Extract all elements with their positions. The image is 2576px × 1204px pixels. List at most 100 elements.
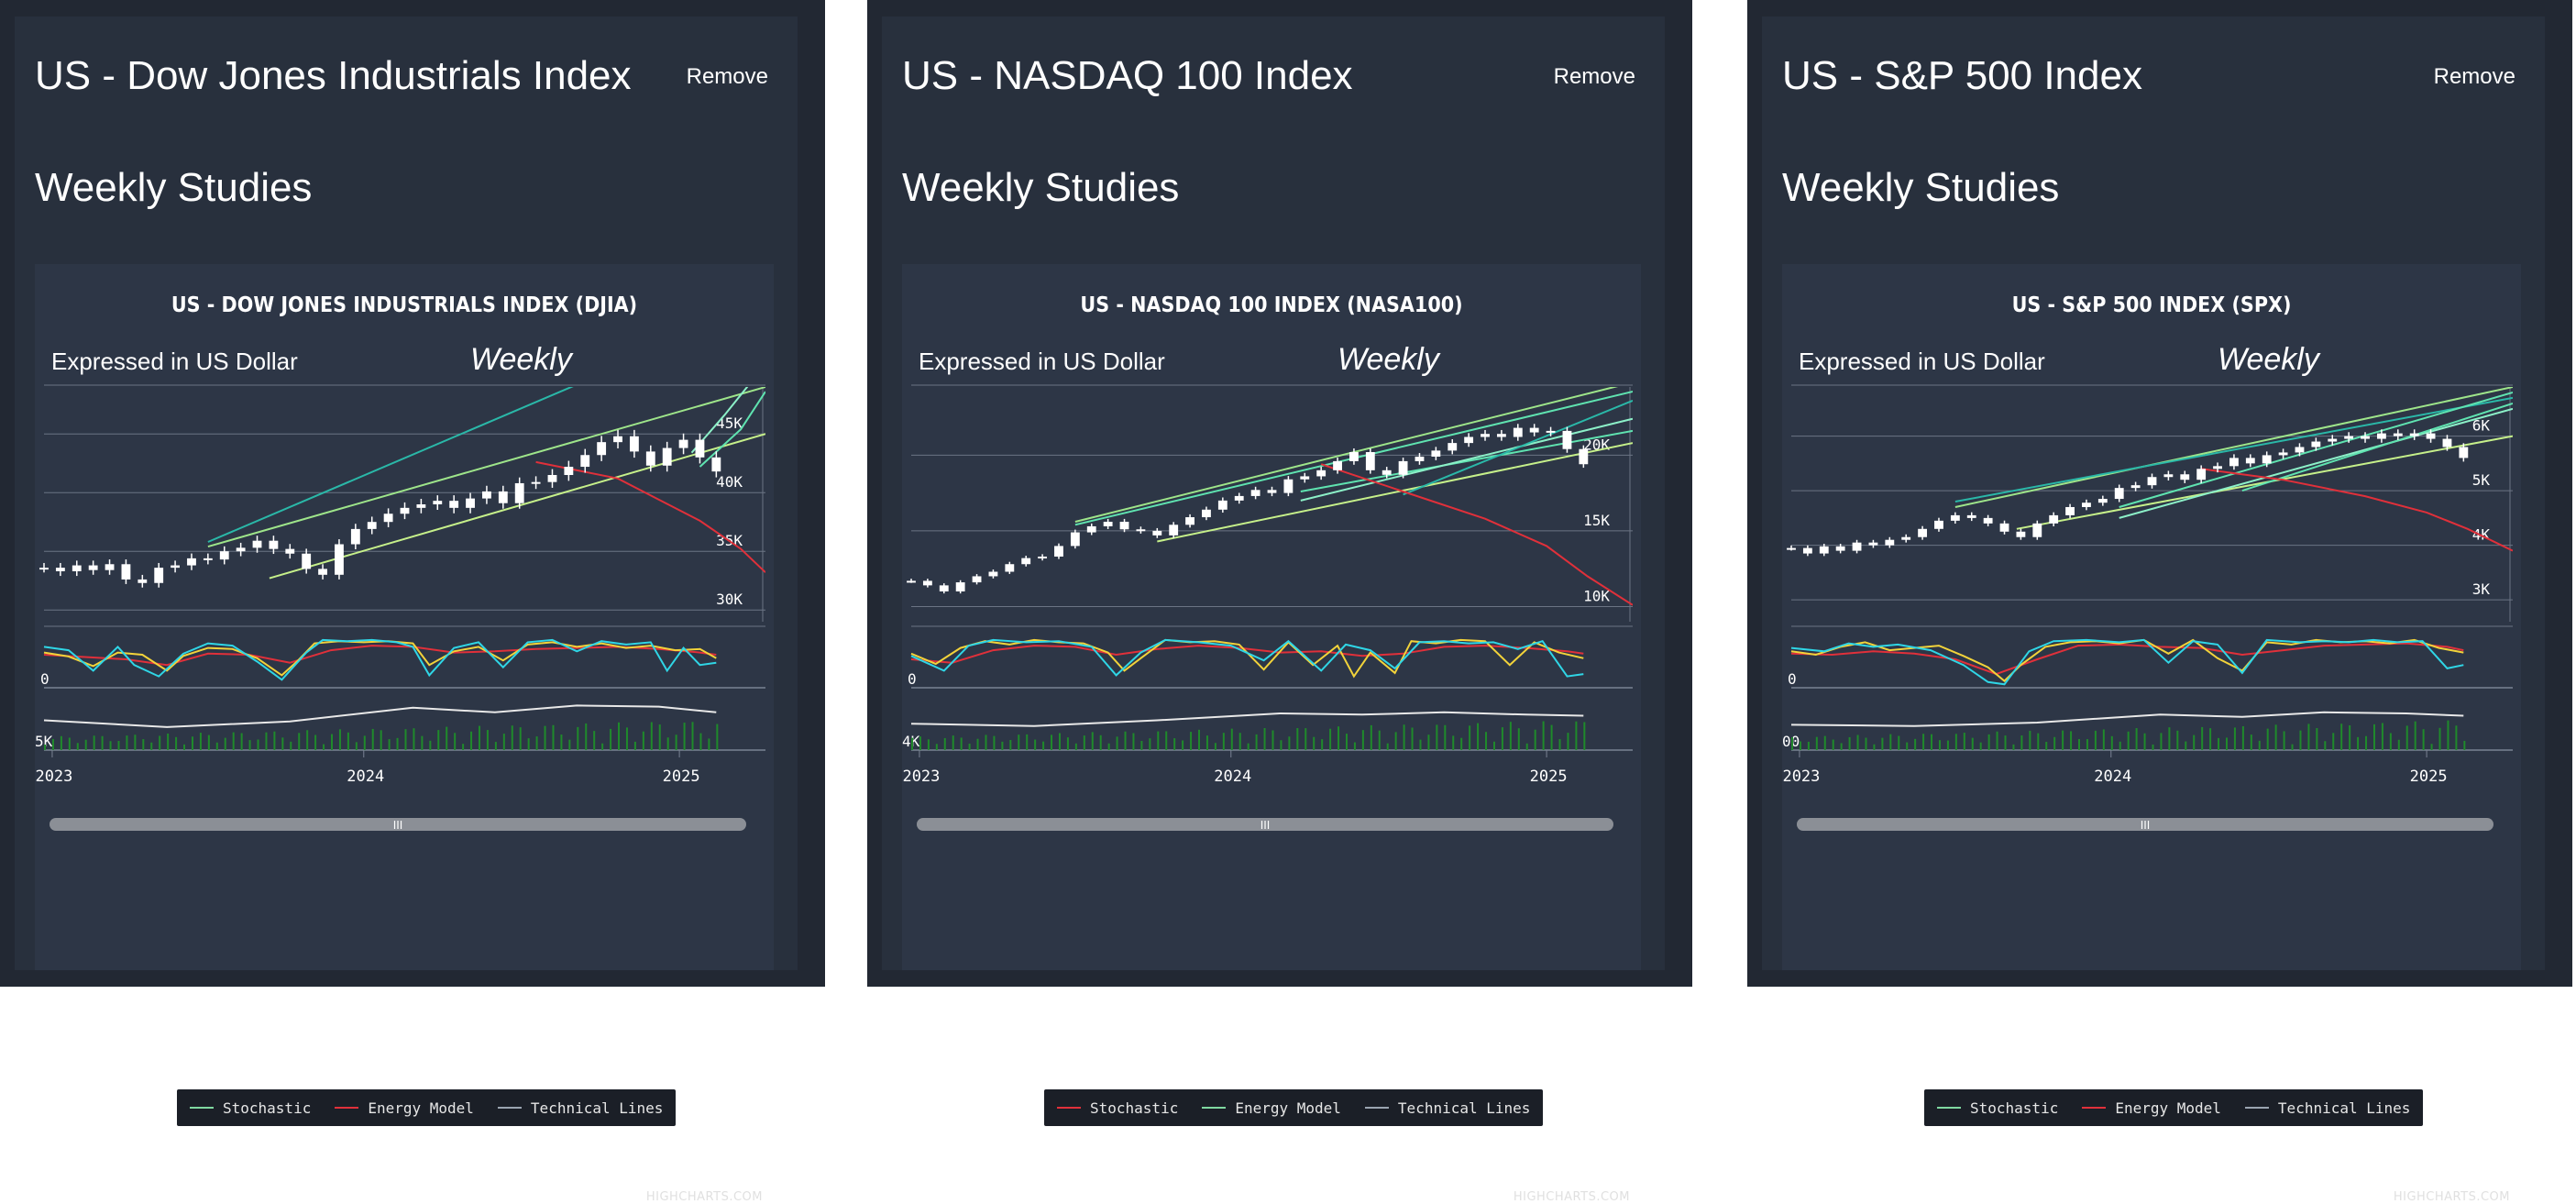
volume-bar (502, 734, 505, 750)
price-candle (547, 475, 557, 482)
volume-bar (323, 744, 325, 750)
volume-bar (1963, 733, 1965, 750)
technical-line (699, 391, 765, 468)
technical-line (2119, 407, 2513, 519)
volume-bar (2381, 723, 2383, 750)
legend-item-energy-model[interactable]: Energy Model (335, 1099, 474, 1117)
volume-bar (2422, 729, 2425, 750)
price-candle (662, 447, 672, 466)
volume-bar (1214, 743, 1216, 750)
price-candle (514, 482, 524, 503)
price-candle (1852, 542, 1862, 551)
price-tick-label: 10K (1583, 587, 1610, 604)
volume-bar (454, 733, 457, 750)
legend-label: Technical Lines (2277, 1099, 2411, 1117)
price-candle (1234, 495, 1244, 501)
volume-bar (2438, 727, 2441, 750)
price-candle (1250, 490, 1260, 496)
navigator-scrollbar[interactable] (917, 818, 1613, 831)
price-candle (252, 540, 262, 548)
legend-label: Stochastic (1090, 1099, 1179, 1117)
volume-bar (273, 731, 276, 750)
price-candle (1496, 434, 1506, 437)
price-candle (1918, 528, 1928, 537)
x-tick-label: 2025 (2410, 768, 2448, 786)
price-candle (367, 522, 377, 529)
price-candle (1546, 430, 1556, 433)
volume-bar (1149, 738, 1151, 750)
volume-bar (658, 724, 661, 750)
volume-bar (1509, 722, 1512, 750)
chart-period-label: Weekly (470, 342, 574, 377)
price-candle (2196, 469, 2207, 480)
volume-bar (568, 739, 571, 750)
legend-label: Stochastic (1970, 1099, 2059, 1117)
remove-button[interactable]: Remove (2433, 64, 2515, 89)
chart-note: Note: some numbers may not fit into mous… (974, 1144, 1532, 1185)
price-candle (2130, 485, 2141, 489)
card-title: US - S&P 500 Index (1782, 53, 2142, 98)
remove-button[interactable]: Remove (686, 64, 768, 89)
legend-item-technical-lines[interactable]: Technical Lines (1364, 1099, 1531, 1117)
volume-bar (1124, 731, 1127, 750)
price-candle (1103, 521, 1113, 526)
volume-bar (2193, 735, 2196, 750)
volume-bar (1517, 728, 1520, 750)
volume-bar (1042, 741, 1045, 750)
legend-item-stochastic[interactable]: Stochastic (1057, 1099, 1178, 1117)
volume-bar (2127, 731, 2130, 750)
legend-item-stochastic[interactable]: Stochastic (1937, 1099, 2058, 1117)
volume-bar (2168, 727, 2171, 750)
section-title: Weekly Studies (1782, 165, 2060, 210)
price-tick-label: 6K (2472, 417, 2491, 435)
price-candle (1868, 542, 1878, 546)
price-candle (1999, 523, 2009, 532)
volume-bar (478, 725, 480, 750)
navigator-scrollbar[interactable] (50, 818, 746, 831)
volume-bar (470, 731, 473, 750)
chart-legend: Stochastic Energy Model Technical Lines (1044, 1089, 1544, 1126)
price-candle (2459, 447, 2469, 458)
volume-bar (935, 744, 938, 750)
volume-bar (1009, 739, 1012, 750)
legend-label: Technical Lines (1397, 1099, 1531, 1117)
volume-bar (1280, 740, 1282, 750)
scrollbar-grip-icon[interactable]: III (1260, 819, 1271, 832)
chart-credit[interactable]: HIGHCHARTS.COM (2393, 1190, 2510, 1204)
legend-item-technical-lines[interactable]: Technical Lines (497, 1099, 663, 1117)
volume-tick-label: 5K (35, 733, 53, 750)
volume-bar (1116, 736, 1118, 750)
panel-spx: US - S&P 500 Index Remove Weekly Studies… (1747, 0, 2572, 1204)
legend-item-stochastic[interactable]: Stochastic (190, 1099, 311, 1117)
volume-bar (1979, 742, 1982, 750)
volume-bar (2349, 724, 2351, 750)
volume-bar (2274, 724, 2277, 750)
scrollbar-grip-icon[interactable]: III (393, 819, 403, 832)
price-candle (2245, 458, 2255, 464)
volume-bar (306, 730, 309, 750)
volume-bar (1313, 736, 1316, 750)
remove-button[interactable]: Remove (1553, 64, 1635, 89)
price-candle (1202, 509, 1211, 518)
scrollbar-grip-icon[interactable]: III (2141, 819, 2151, 832)
volume-bar (1460, 737, 1463, 750)
stochastic-k-line (910, 638, 1584, 679)
legend-item-energy-model[interactable]: Energy Model (1202, 1099, 1341, 1117)
price-candle (1481, 434, 1490, 437)
volume-bar (404, 729, 407, 750)
volume-bar (1542, 721, 1545, 750)
legend-item-technical-lines[interactable]: Technical Lines (2244, 1099, 2411, 1117)
chart-container: US - DOW JONES INDUSTRIALS INDEX (DJIA) E… (35, 264, 774, 1204)
volume-bar (633, 741, 636, 750)
price-candle (1983, 517, 1993, 524)
volume-bar (683, 723, 686, 750)
chart-credit[interactable]: HIGHCHARTS.COM (645, 1190, 763, 1204)
volume-bar (150, 742, 153, 750)
legend-item-energy-model[interactable]: Energy Model (2082, 1099, 2221, 1117)
volume-bar (993, 735, 996, 750)
navigator-scrollbar[interactable] (1797, 818, 2493, 831)
chart-legend: Stochastic Energy Model Technical Lines (177, 1089, 677, 1126)
chart-credit[interactable]: HIGHCHARTS.COM (1513, 1190, 1630, 1204)
price-candle (2426, 433, 2436, 439)
price-candle (236, 547, 246, 552)
